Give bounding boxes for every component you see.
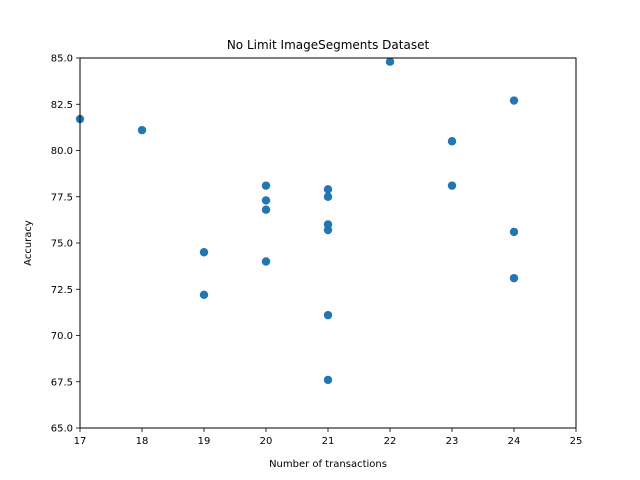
x-tick-label: 17 xyxy=(74,436,87,447)
x-tick-label: 23 xyxy=(446,436,459,447)
data-point xyxy=(261,257,271,266)
y-tick-label: 82.5 xyxy=(51,100,73,111)
points-layer xyxy=(75,57,519,385)
data-point xyxy=(199,290,209,299)
data-point xyxy=(261,196,271,205)
data-point xyxy=(447,137,457,146)
data-point xyxy=(447,181,457,190)
data-point xyxy=(323,192,333,201)
data-point xyxy=(323,310,333,320)
data-point xyxy=(323,375,333,385)
y-tick-label: 75.0 xyxy=(51,239,73,250)
y-axis-label: Accuracy xyxy=(23,220,34,266)
y-tick-label: 70.0 xyxy=(51,331,73,342)
x-tick-label: 19 xyxy=(198,436,211,447)
y-tick-label: 85.0 xyxy=(51,54,73,65)
data-point xyxy=(323,185,333,194)
data-point xyxy=(509,227,519,237)
y-axis: 65.0 67.5 70.0 72.5 75.0 77.5 80.0 82.5 85.0 xyxy=(51,54,80,435)
chart-title: No Limit ImageSegments Dataset xyxy=(227,38,430,52)
data-point xyxy=(137,125,147,135)
x-tick-label: 21 xyxy=(322,436,335,447)
data-point xyxy=(323,225,333,235)
data-point xyxy=(509,273,519,283)
x-axis-label: Number of transactions xyxy=(269,459,387,470)
data-point xyxy=(261,205,271,214)
y-tick-label: 65.0 xyxy=(51,424,73,435)
x-tick-label: 25 xyxy=(570,436,583,447)
y-tick-label: 80.0 xyxy=(51,146,73,157)
x-tick-label: 22 xyxy=(384,436,397,447)
data-point xyxy=(509,96,519,105)
y-tick-label: 67.5 xyxy=(51,377,73,388)
x-axis: 17 18 19 20 21 22 23 24 25 xyxy=(74,428,583,447)
data-point xyxy=(199,248,209,257)
x-tick-label: 24 xyxy=(508,436,521,447)
data-point xyxy=(261,181,271,190)
data-point xyxy=(385,57,395,66)
x-tick-label: 20 xyxy=(260,436,273,447)
y-tick-label: 72.5 xyxy=(51,285,73,296)
x-tick-label: 18 xyxy=(136,436,149,447)
y-tick-label: 77.5 xyxy=(51,192,73,203)
